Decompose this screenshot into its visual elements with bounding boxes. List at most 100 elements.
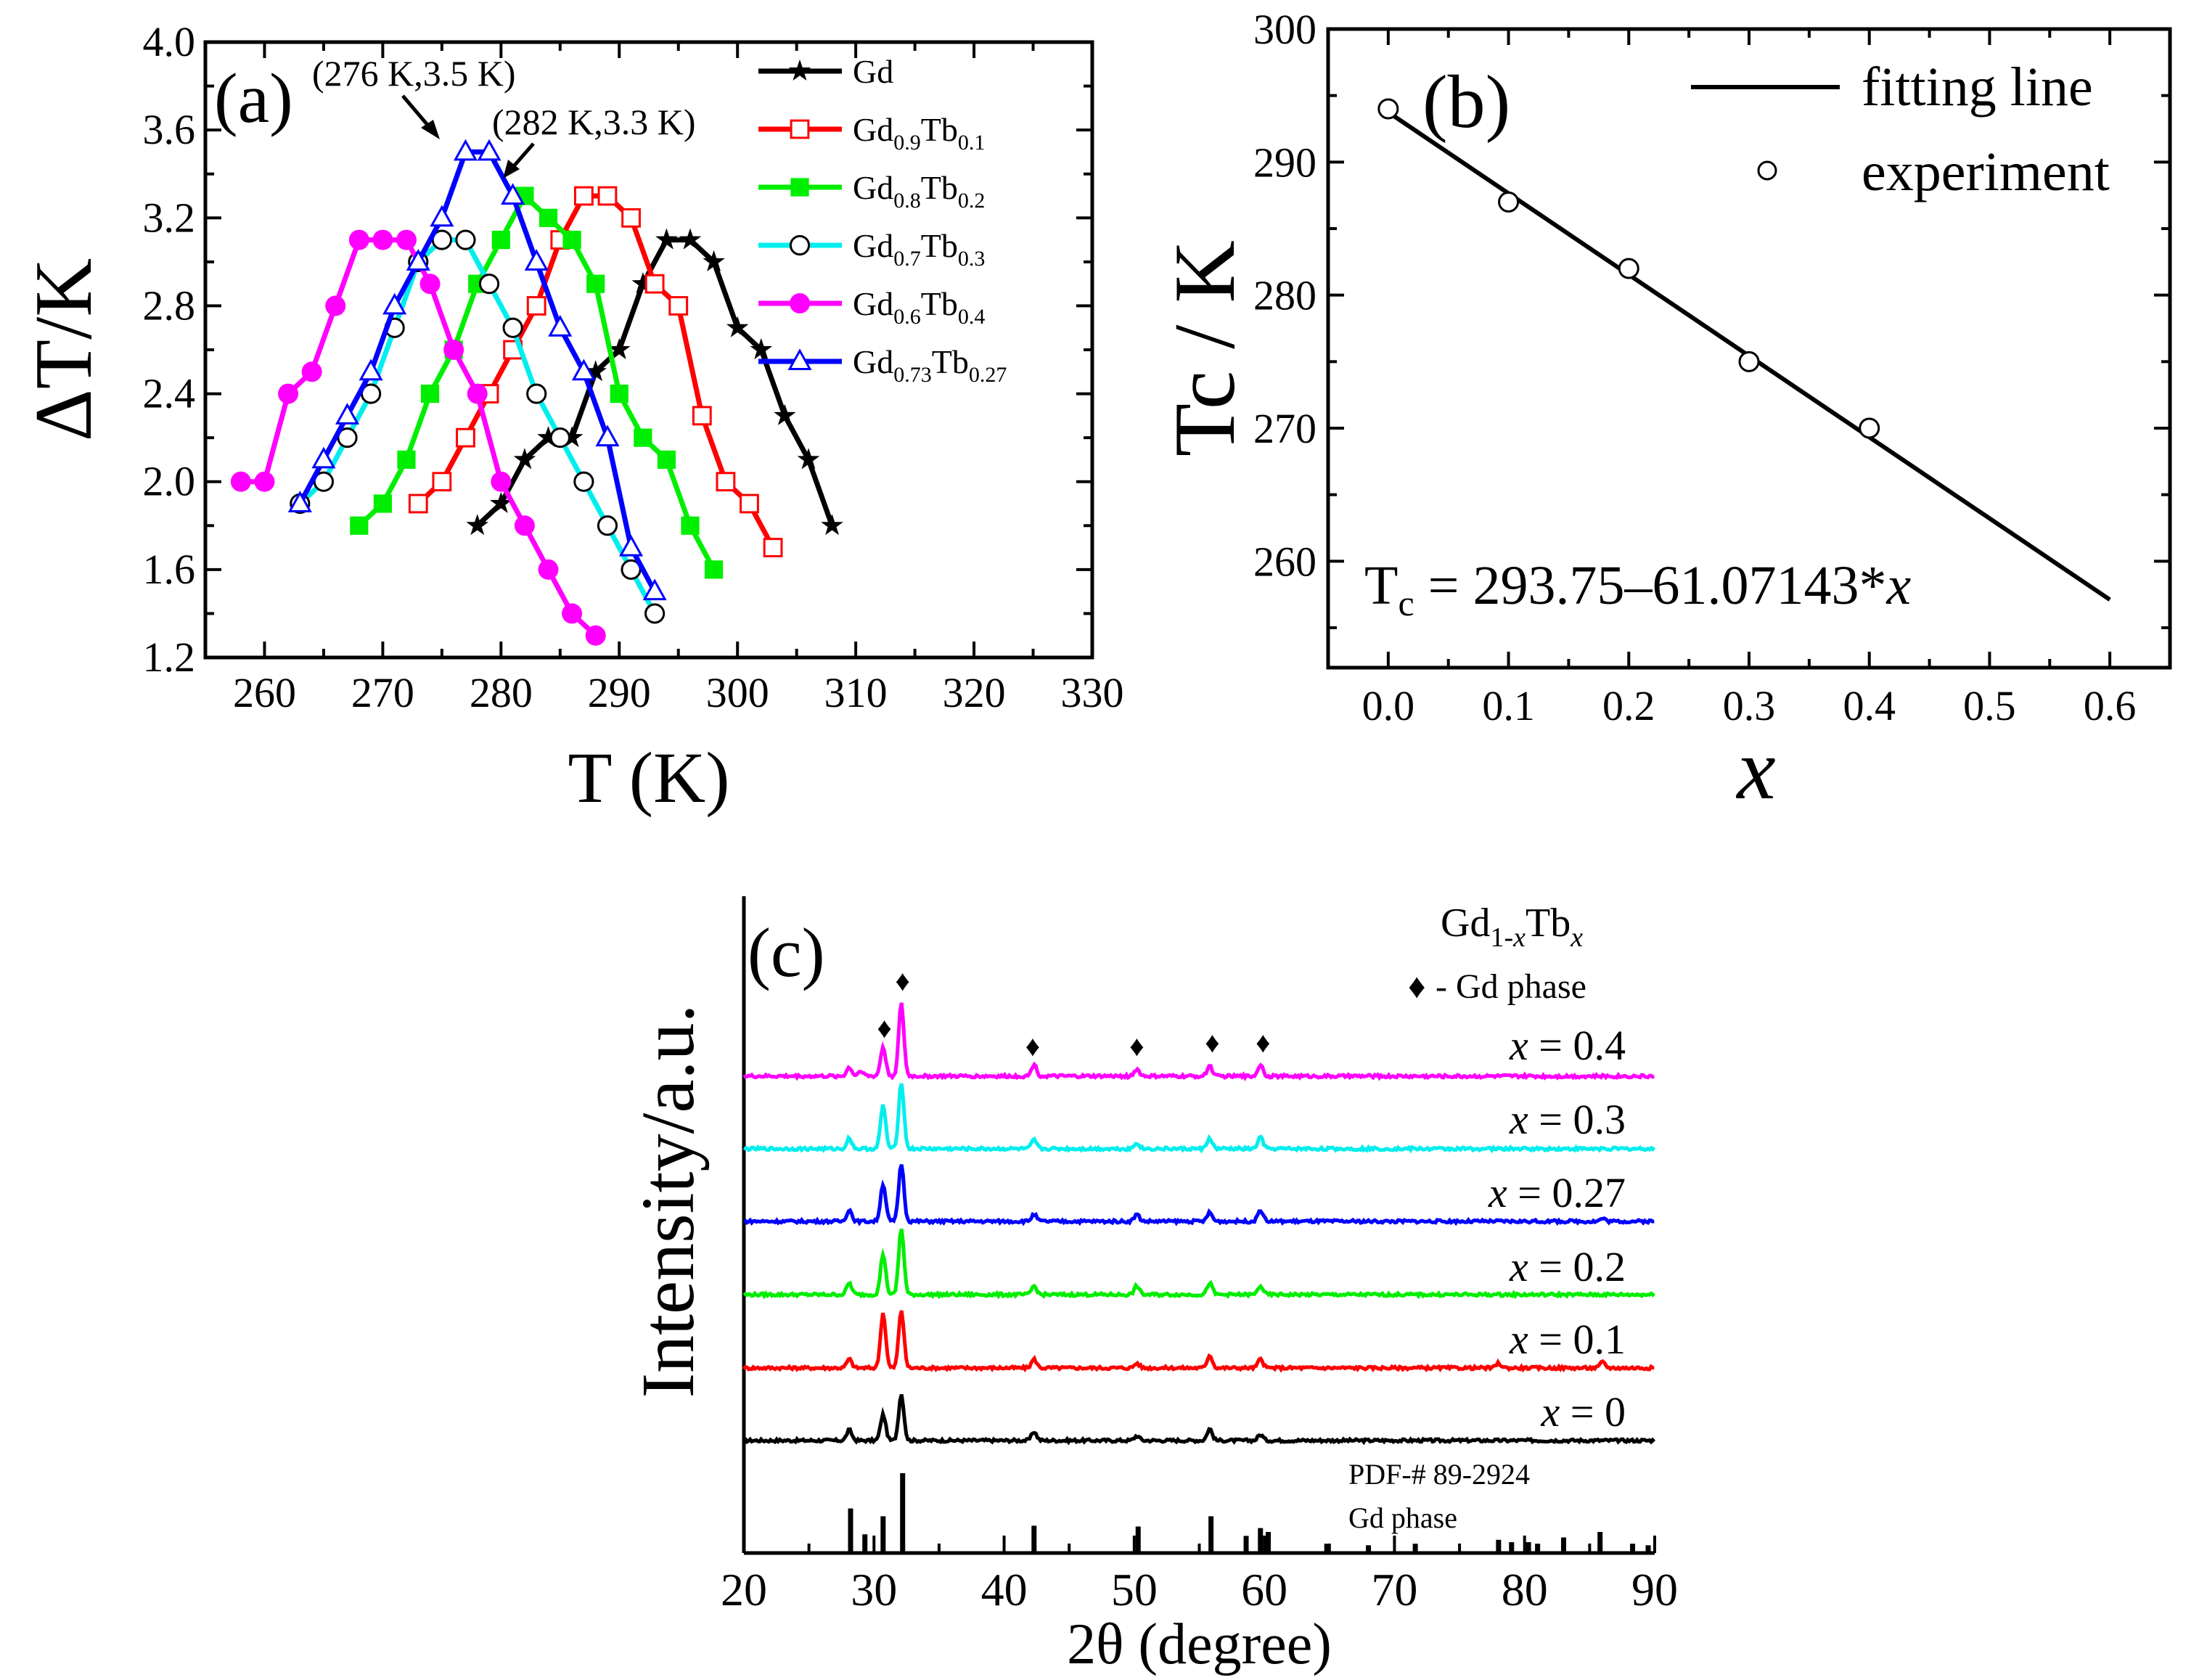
data-point [287,491,312,512]
x-tick-label: 0.6 [2084,682,2137,729]
gd-phase-marker: ♦ [1129,1030,1144,1062]
xrd-curve [743,1393,1656,1446]
legend-text: 0.2 [958,189,986,213]
xrd-pattern: x = 0.2 [742,1228,1655,1300]
xrd-curve [742,1002,1655,1082]
data-point [373,494,392,513]
data-point [595,425,620,447]
data-point [679,228,702,250]
data-point [537,426,560,448]
xrd-curve [743,1164,1655,1226]
xrd-curve [742,1083,1656,1154]
series-label-var: x [1541,1388,1560,1435]
data-point [763,538,783,557]
data-point [467,383,488,404]
xrd-pattern: x = 0.27 [743,1164,1655,1226]
data-point [619,534,644,557]
legend-text: Gd [853,343,893,380]
data-point [657,450,676,470]
legend-label: experiment [1862,142,2110,202]
data-point [655,228,678,250]
annotations: (276 K,3.5 K) (282 K,3.3 K) [312,53,696,179]
series-label-value: 0.4 [1573,1022,1626,1069]
data-point [573,186,594,206]
x-tick-label: 80 [1502,1564,1548,1615]
data-point [716,472,736,492]
data-point [621,208,641,228]
data-point [585,625,606,646]
data-point [348,229,369,250]
xrd-curve [742,1228,1655,1300]
x-tick-label: 0.3 [1723,682,1776,729]
legend-label: Gd0.9Tb0.1 [853,111,985,155]
y-axis-a: 1.2 1.6 2.0 2.4 2.8 3.2 3.6 4.0 [143,18,1092,681]
data-point [774,403,796,425]
data-point [644,274,665,294]
data-point [382,292,407,315]
y-tick-label: 260 [1253,538,1316,585]
x-axis-title: T (K) [568,737,729,818]
x-tick-label: 0.4 [1843,682,1896,729]
series-line [357,192,716,571]
gd-phase-marker: ♦ [1025,1030,1040,1062]
legend-text: Tb [921,227,958,264]
title-text: Tb [1526,901,1571,946]
data-point [372,229,393,250]
x-tick-label: 70 [1371,1564,1417,1615]
reference-label: PDF-# 89-2924 [1348,1458,1530,1491]
legend-label: Gd0.6Tb0.4 [853,285,985,329]
x-tick-label: 270 [351,669,414,716]
legend-b: fitting line experiment [1691,57,2110,202]
y-tick-label: 3.6 [143,106,196,153]
y-tick-label: 4.0 [143,18,196,65]
y-axis-title: Intensity/a.u. [626,1004,710,1398]
series-label-value: 0.1 [1573,1316,1626,1363]
series-label: x = 0.2 [1509,1243,1626,1290]
data-point [278,383,299,404]
data-point [526,383,547,404]
legend-text: 0.3 [958,247,986,271]
data-point [254,471,275,492]
series-label: x = 0.27 [1488,1169,1626,1216]
data-point [453,139,478,161]
series-label: x = 0.1 [1509,1316,1626,1363]
legend-text: 0.8 [893,189,921,213]
xrd-pattern: x = 0.1 [742,1310,1655,1373]
legend-text: Tb [921,111,958,148]
panel-a: 260 270 280 290 300 310 320 330 1.2 1.6 2.0 2.4 2.8 3… [19,18,1124,818]
series-label-var: x [1509,1316,1528,1363]
legend-item: Gd [758,53,893,90]
legend-marker [790,178,809,197]
equation-text: = 293.75–61.07143* [1414,555,1887,616]
legend-text: Tb [921,169,958,206]
title-text: Gd [1441,901,1490,946]
data-point [230,471,251,492]
data-point [797,448,820,470]
data-point [539,208,558,227]
y-tick-label: 3.2 [143,194,196,241]
y-axis-title: Tc / K [1156,240,1253,456]
title-text: x [1570,922,1583,953]
data-point [301,361,322,382]
data-point [325,295,346,316]
data-point [750,337,773,359]
data-point [821,514,843,536]
data-point [477,139,501,161]
x-tick-label: 0.2 [1602,682,1655,729]
xrd-curve [742,1310,1655,1373]
panel-label: (b) [1422,60,1510,144]
data-point [560,426,583,448]
x-tick-label: 310 [824,669,888,716]
data-point [443,340,464,360]
annotation-arrowhead [503,160,520,179]
panel-label: (a) [214,60,293,138]
x-tick-label: 290 [588,669,651,716]
data-point [610,384,628,403]
data-point [692,406,712,426]
data-point [466,514,489,536]
series-label-var: x [1509,1243,1528,1290]
legend-text: 0.4 [958,305,986,329]
data-point [335,403,360,425]
equation-text: c [1398,583,1414,623]
phase-legend-label: - Gd phase [1436,967,1586,1006]
